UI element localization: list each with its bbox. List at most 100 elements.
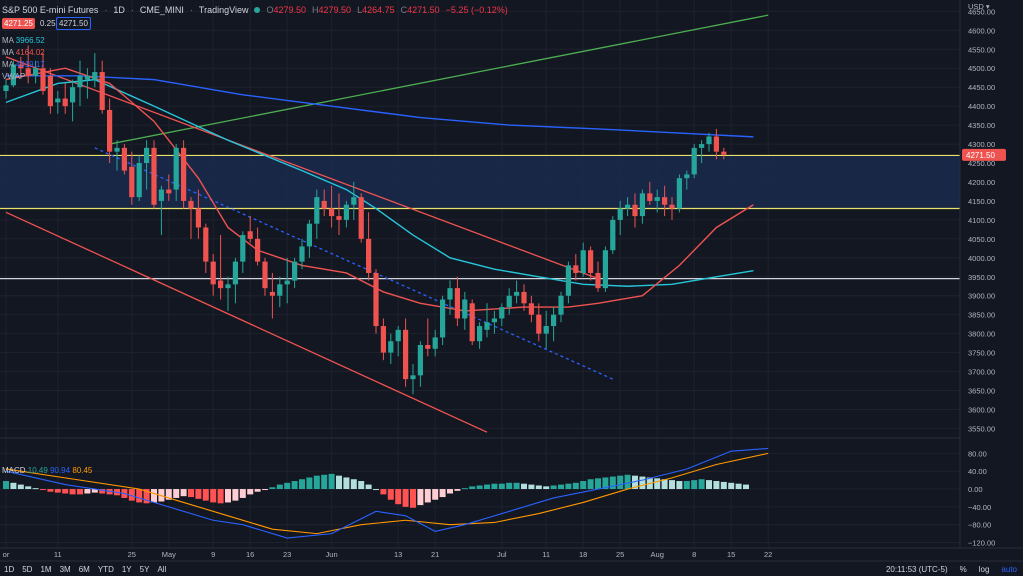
ask-price-box[interactable]: 4271.50 — [56, 17, 91, 30]
time-axis-label: 22 — [764, 550, 772, 559]
macd-histogram-bar — [40, 489, 46, 490]
percent-toggle[interactable]: % — [960, 565, 967, 574]
macd-histogram-bar — [351, 479, 357, 489]
tf-3m[interactable]: 3M — [60, 565, 71, 574]
time-axis-label: Jul — [497, 550, 507, 559]
candle-body — [218, 281, 223, 289]
macd-histogram-bar — [565, 484, 571, 489]
last-price-label: 4271.50 — [966, 151, 995, 160]
candle-body — [366, 239, 371, 273]
macd-histogram-bar — [543, 486, 549, 489]
macd-histogram-bar — [55, 489, 61, 493]
macd-histogram-bar — [269, 487, 275, 489]
candle-body — [144, 148, 149, 163]
indicator-ma-2[interactable]: MA 4164.02 — [2, 48, 45, 57]
candle-body — [40, 68, 45, 91]
clock-label[interactable]: 20:11:53 (UTC-5) — [886, 565, 948, 574]
macd-histogram-bar — [299, 479, 305, 489]
symbol-name[interactable]: S&P 500 E-mini Futures — [2, 5, 98, 15]
macd-legend[interactable]: MACD 10.49 90.94 80.45 — [2, 466, 92, 475]
price-axis-label: 4000.00 — [968, 254, 995, 263]
candle-body — [26, 68, 31, 76]
macd-histogram-bar — [736, 484, 742, 489]
tf-1m[interactable]: 1M — [40, 565, 51, 574]
candle-body — [706, 136, 711, 144]
indicator-ma-3[interactable]: MA 4319.17 — [2, 60, 45, 69]
indicator-vwap[interactable]: VWAP — [2, 72, 25, 81]
interval-label[interactable]: 1D — [113, 5, 125, 15]
candle-body — [684, 174, 689, 178]
currency-label: USD ▾ — [968, 2, 990, 11]
candle-body — [677, 178, 682, 208]
price-axis-label: 3900.00 — [968, 292, 995, 301]
candle-body — [447, 288, 452, 299]
tf-1y[interactable]: 1Y — [122, 565, 132, 574]
tf-all[interactable]: All — [157, 565, 166, 574]
macd-histogram-bar — [521, 484, 527, 489]
symbol-header: S&P 500 E-mini Futures · 1D · CME_MINI ·… — [2, 3, 508, 17]
macd-histogram-bar — [247, 489, 253, 494]
candle-body — [669, 205, 674, 209]
macd-histogram-bar — [380, 489, 386, 494]
candle-body — [159, 190, 164, 201]
source-label: TradingView — [199, 5, 249, 15]
macd-histogram-bar — [491, 484, 497, 489]
price-axis-label: 3750.00 — [968, 349, 995, 358]
macd-histogram-bar — [70, 489, 76, 494]
candle-body — [373, 273, 378, 326]
macd-histogram-bar — [699, 479, 705, 489]
macd-histogram-bar — [728, 483, 734, 489]
candle-body — [100, 72, 105, 110]
candle-body — [48, 76, 53, 106]
price-axis-label: 4550.00 — [968, 45, 995, 54]
macd-axis-label: 80.00 — [968, 449, 987, 458]
market-status-icon — [254, 7, 260, 13]
macd-histogram-bar — [151, 489, 157, 502]
candle-body — [462, 300, 467, 319]
candle-body — [714, 136, 719, 151]
candle-body — [647, 193, 652, 201]
macd-histogram-bar — [3, 481, 9, 489]
candle-body — [388, 341, 393, 352]
macd-histogram-bar — [25, 486, 31, 489]
candle-body — [692, 148, 697, 175]
macd-histogram-bar — [417, 489, 423, 505]
candle-body — [433, 337, 438, 348]
price-axis-label: 4300.00 — [968, 140, 995, 149]
candle-body — [203, 227, 208, 261]
macd-histogram-bar — [366, 485, 372, 489]
macd-signal-line — [6, 453, 768, 533]
macd-histogram-bar — [447, 489, 453, 493]
macd-axis-label: 0.00 — [968, 485, 983, 494]
macd-histogram-bar — [743, 485, 749, 489]
candle-body — [344, 205, 349, 220]
macd-histogram-bar — [329, 474, 335, 489]
tf-6m[interactable]: 6M — [79, 565, 90, 574]
exchange-label: CME_MINI — [140, 5, 184, 15]
price-axis-label: 3950.00 — [968, 273, 995, 282]
candle-body — [425, 345, 430, 349]
macd-histogram-bar — [706, 480, 712, 489]
macd-histogram-bar — [225, 489, 231, 502]
tf-ytd[interactable]: YTD — [98, 565, 114, 574]
candle-body — [588, 250, 593, 273]
candle-body — [55, 99, 60, 103]
candle-body — [558, 296, 563, 315]
indicator-ma-1[interactable]: MA 3966.52 — [2, 36, 45, 45]
price-axis-label: 4150.00 — [968, 197, 995, 206]
candle-body — [174, 148, 179, 190]
tf-5y[interactable]: 5Y — [140, 565, 150, 574]
bid-price-box[interactable]: 4271.25 — [2, 18, 35, 29]
macd-histogram-bar — [343, 477, 349, 489]
auto-toggle[interactable]: auto — [1001, 565, 1017, 574]
price-axis-label: 4350.00 — [968, 121, 995, 130]
tf-1d[interactable]: 1D — [4, 565, 14, 574]
candle-body — [595, 273, 600, 288]
candle-body — [33, 68, 38, 76]
log-toggle[interactable]: log — [979, 565, 990, 574]
macd-histogram-bar — [314, 476, 320, 489]
candle-body — [129, 167, 134, 197]
tf-5d[interactable]: 5D — [22, 565, 32, 574]
